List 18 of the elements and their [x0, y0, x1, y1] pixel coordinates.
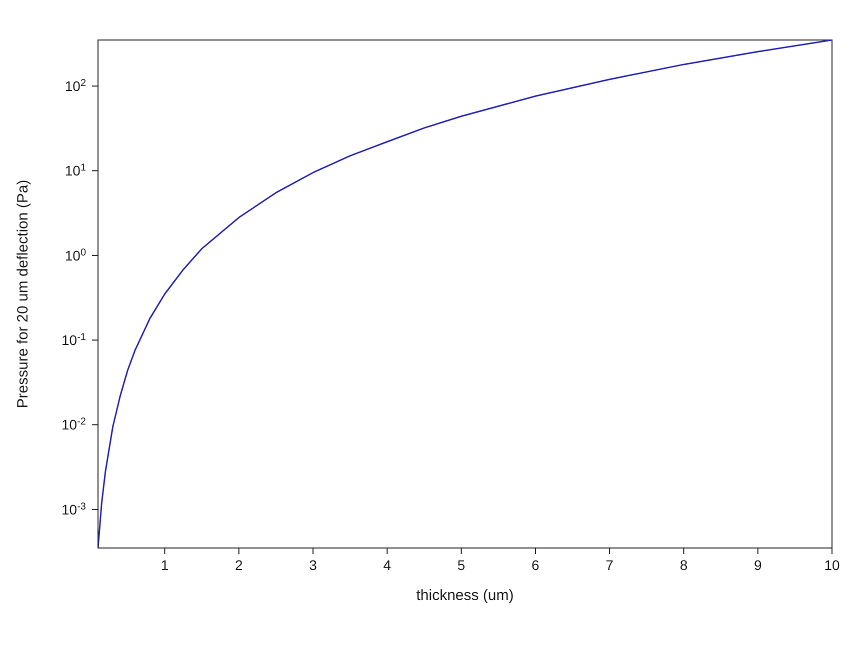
x-tick-label: 8 [680, 557, 688, 573]
x-tick-label: 4 [383, 557, 392, 573]
y-tick-label: 10$^{-2}$ [62, 416, 86, 433]
x-tick-label: 10 [824, 557, 840, 573]
x-axis-title: thickness (um) [416, 587, 514, 604]
y-tick-label: 10$^{-1}$ [62, 332, 86, 348]
x-tick-label: 3 [309, 557, 318, 573]
x-tick-label: 5 [457, 557, 466, 573]
x-tick-label: 7 [606, 557, 614, 573]
y-tick-label: 10$^{0}$ [64, 246, 86, 264]
x-tick-label: 9 [754, 557, 762, 573]
x-tick-label: 1 [160, 557, 169, 573]
x-tick-label: 6 [532, 557, 540, 573]
y-tick-label: 10$^{2}$ [64, 78, 86, 94]
y-axis-title: Pressure for 20 um deflection (Pa) [14, 180, 32, 408]
x-tick-label: 2 [234, 557, 243, 573]
y-tick-label: 10$^{-3}$ [62, 500, 86, 518]
y-tick-label: 10$^{1}$ [64, 162, 86, 179]
